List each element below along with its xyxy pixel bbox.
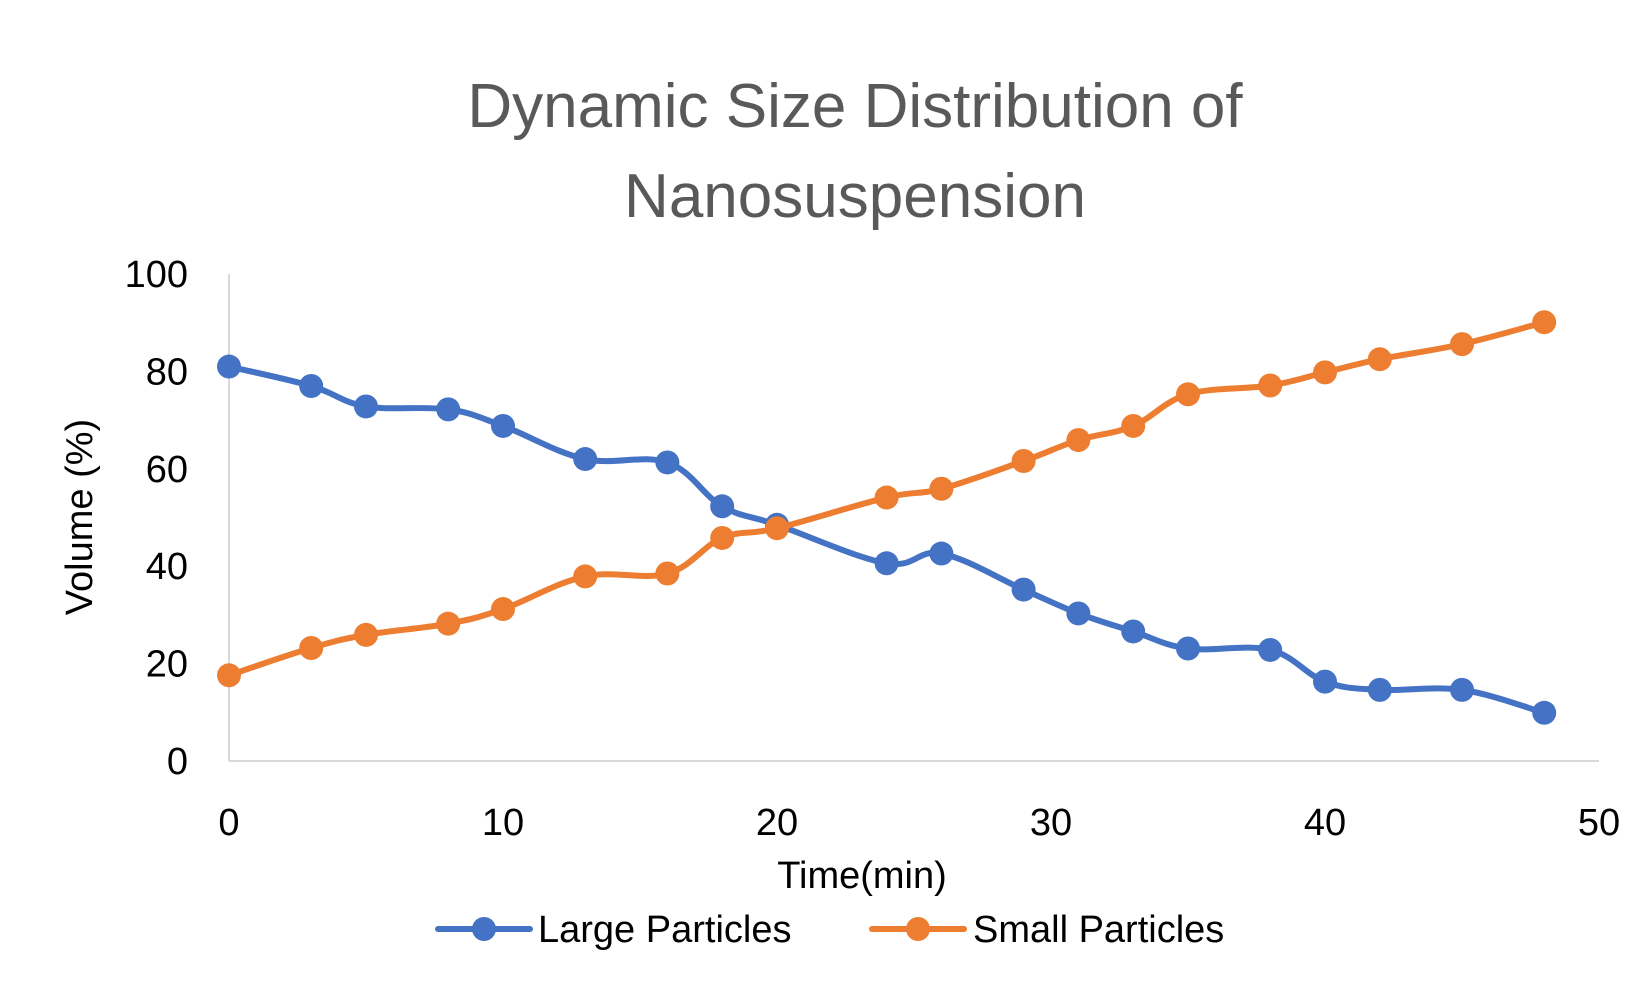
data-point-small-particles — [765, 516, 789, 541]
data-point-large-particles — [217, 354, 241, 379]
data-point-large-particles — [1176, 636, 1200, 661]
data-point-small-particles — [929, 476, 954, 501]
data-point-small-particles — [655, 561, 680, 586]
series-line-large-particles — [226, 363, 1548, 716]
chart-title: Dynamic Size Distribution of Nanosuspens… — [0, 62, 1650, 242]
data-point-small-particles — [1532, 310, 1557, 335]
x-axis-title: Time(min) — [777, 855, 947, 897]
data-point-large-particles — [1121, 619, 1146, 644]
data-point-large-particles — [929, 541, 954, 566]
x-tick-label: 30 — [1030, 802, 1072, 844]
data-point-large-particles — [436, 397, 461, 422]
x-tick-label: 10 — [482, 802, 524, 844]
legend: Large Particles Small Particles — [435, 909, 1224, 951]
legend-swatch-marker — [472, 917, 496, 941]
data-point-small-particles — [491, 597, 515, 622]
data-point-small-particles — [1121, 413, 1146, 438]
series-small-particles — [217, 310, 1557, 688]
data-point-large-particles — [1011, 577, 1036, 602]
data-point-large-particles — [710, 494, 735, 519]
data-point-small-particles — [1450, 332, 1474, 357]
data-point-small-particles — [874, 485, 899, 510]
data-point-large-particles — [1066, 601, 1091, 626]
y-tick-label: 60 — [146, 449, 188, 491]
data-point-large-particles — [354, 394, 378, 419]
data-point-large-particles — [1367, 677, 1392, 702]
data-point-small-particles — [1066, 428, 1091, 453]
data-point-small-particles — [1313, 360, 1337, 385]
data-point-large-particles — [573, 447, 598, 472]
data-point-large-particles — [1532, 700, 1557, 725]
data-point-small-particles — [1367, 347, 1392, 372]
legend-item-small-particles: Small Particles — [869, 909, 1224, 951]
y-tick-label: 20 — [146, 644, 188, 686]
data-point-small-particles — [436, 611, 461, 636]
data-point-large-particles — [655, 450, 680, 475]
y-tick-label: 80 — [146, 351, 188, 393]
y-axis-title: Volume (%) — [59, 419, 101, 615]
data-point-small-particles — [1258, 373, 1283, 398]
legend-label: Large Particles — [538, 909, 791, 951]
x-tick-label: 20 — [756, 802, 798, 844]
data-point-small-particles — [1176, 382, 1200, 407]
data-point-small-particles — [354, 622, 378, 647]
y-tick-label: 100 — [125, 254, 188, 296]
legend-item-large-particles: Large Particles — [435, 909, 791, 951]
legend-label: Small Particles — [973, 909, 1224, 951]
x-tick-labels: 0 10 20 30 40 50 — [218, 802, 1620, 844]
x-tick-label: 50 — [1578, 802, 1620, 844]
chart-title-line-2: Nanosuspension — [624, 162, 1086, 231]
x-tick-label: 40 — [1304, 802, 1346, 844]
data-point-large-particles — [299, 374, 324, 399]
data-point-small-particles — [299, 636, 324, 661]
y-tick-labels: 0 20 40 60 80 100 — [125, 254, 188, 783]
data-point-small-particles — [710, 525, 735, 550]
data-point-large-particles — [1450, 677, 1474, 702]
data-point-large-particles — [1313, 669, 1337, 694]
chart-title-line-1: Dynamic Size Distribution of — [467, 72, 1243, 141]
data-point-large-particles — [874, 551, 899, 576]
data-point-small-particles — [1011, 449, 1036, 474]
data-point-large-particles — [1258, 637, 1283, 662]
y-tick-label: 40 — [146, 546, 188, 588]
data-point-small-particles — [217, 663, 241, 688]
legend-swatch-marker — [906, 917, 930, 941]
data-point-large-particles — [491, 413, 515, 438]
data-point-small-particles — [573, 564, 598, 589]
series-large-particles — [217, 354, 1557, 725]
x-tick-label: 0 — [218, 802, 239, 844]
y-tick-label: 0 — [167, 741, 188, 783]
series-layer — [217, 310, 1557, 725]
